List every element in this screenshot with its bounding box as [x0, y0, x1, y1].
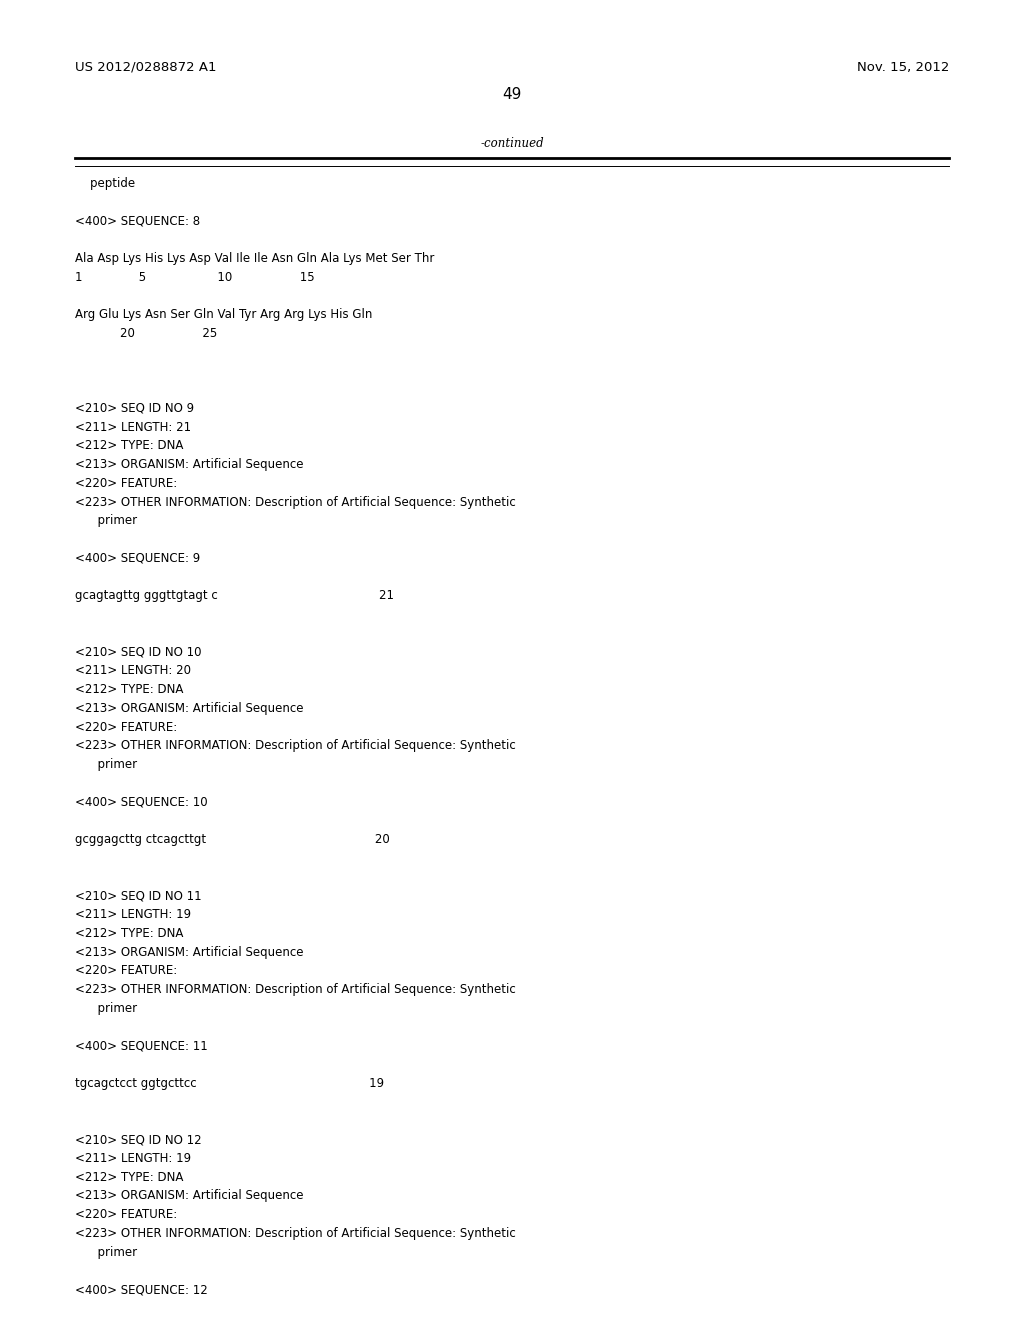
Text: tgcagctcct ggtgcttcc                                              19: tgcagctcct ggtgcttcc 19: [75, 1077, 384, 1090]
Text: <400> SEQUENCE: 8: <400> SEQUENCE: 8: [75, 214, 200, 227]
Text: <400> SEQUENCE: 10: <400> SEQUENCE: 10: [75, 796, 208, 809]
Text: <400> SEQUENCE: 11: <400> SEQUENCE: 11: [75, 1039, 208, 1052]
Text: peptide: peptide: [75, 177, 135, 190]
Text: <212> TYPE: DNA: <212> TYPE: DNA: [75, 927, 183, 940]
Text: -continued: -continued: [480, 137, 544, 150]
Text: primer: primer: [75, 1246, 137, 1259]
Text: <211> LENGTH: 19: <211> LENGTH: 19: [75, 1152, 190, 1164]
Text: <211> LENGTH: 19: <211> LENGTH: 19: [75, 908, 190, 921]
Text: Nov. 15, 2012: Nov. 15, 2012: [857, 61, 949, 74]
Text: <220> FEATURE:: <220> FEATURE:: [75, 721, 177, 734]
Text: <211> LENGTH: 21: <211> LENGTH: 21: [75, 421, 190, 434]
Text: 1               5                   10                  15: 1 5 10 15: [75, 271, 314, 284]
Text: <220> FEATURE:: <220> FEATURE:: [75, 477, 177, 490]
Text: <213> ORGANISM: Artificial Sequence: <213> ORGANISM: Artificial Sequence: [75, 458, 303, 471]
Text: <213> ORGANISM: Artificial Sequence: <213> ORGANISM: Artificial Sequence: [75, 1189, 303, 1203]
Text: <220> FEATURE:: <220> FEATURE:: [75, 1208, 177, 1221]
Text: 49: 49: [503, 87, 521, 102]
Text: <220> FEATURE:: <220> FEATURE:: [75, 965, 177, 977]
Text: <212> TYPE: DNA: <212> TYPE: DNA: [75, 1171, 183, 1184]
Text: <400> SEQUENCE: 12: <400> SEQUENCE: 12: [75, 1283, 208, 1296]
Text: primer: primer: [75, 515, 137, 528]
Text: <223> OTHER INFORMATION: Description of Artificial Sequence: Synthetic: <223> OTHER INFORMATION: Description of …: [75, 495, 515, 508]
Text: primer: primer: [75, 1002, 137, 1015]
Text: US 2012/0288872 A1: US 2012/0288872 A1: [75, 61, 216, 74]
Text: <213> ORGANISM: Artificial Sequence: <213> ORGANISM: Artificial Sequence: [75, 945, 303, 958]
Text: Arg Glu Lys Asn Ser Gln Val Tyr Arg Arg Lys His Gln: Arg Glu Lys Asn Ser Gln Val Tyr Arg Arg …: [75, 308, 372, 321]
Text: 20                  25: 20 25: [75, 327, 217, 339]
Text: <223> OTHER INFORMATION: Description of Artificial Sequence: Synthetic: <223> OTHER INFORMATION: Description of …: [75, 739, 515, 752]
Text: <212> TYPE: DNA: <212> TYPE: DNA: [75, 684, 183, 696]
Text: <210> SEQ ID NO 9: <210> SEQ ID NO 9: [75, 401, 194, 414]
Text: <210> SEQ ID NO 10: <210> SEQ ID NO 10: [75, 645, 202, 659]
Text: <212> TYPE: DNA: <212> TYPE: DNA: [75, 440, 183, 453]
Text: <211> LENGTH: 20: <211> LENGTH: 20: [75, 664, 190, 677]
Text: <400> SEQUENCE: 9: <400> SEQUENCE: 9: [75, 552, 200, 565]
Text: <210> SEQ ID NO 12: <210> SEQ ID NO 12: [75, 1133, 202, 1146]
Text: primer: primer: [75, 758, 137, 771]
Text: gcggagcttg ctcagcttgt                                             20: gcggagcttg ctcagcttgt 20: [75, 833, 389, 846]
Text: <210> SEQ ID NO 11: <210> SEQ ID NO 11: [75, 890, 202, 903]
Text: gcagtagttg gggttgtagt c                                           21: gcagtagttg gggttgtagt c 21: [75, 589, 394, 602]
Text: <213> ORGANISM: Artificial Sequence: <213> ORGANISM: Artificial Sequence: [75, 702, 303, 715]
Text: Ala Asp Lys His Lys Asp Val Ile Ile Asn Gln Ala Lys Met Ser Thr: Ala Asp Lys His Lys Asp Val Ile Ile Asn …: [75, 252, 434, 265]
Text: <223> OTHER INFORMATION: Description of Artificial Sequence: Synthetic: <223> OTHER INFORMATION: Description of …: [75, 1226, 515, 1239]
Text: <223> OTHER INFORMATION: Description of Artificial Sequence: Synthetic: <223> OTHER INFORMATION: Description of …: [75, 983, 515, 997]
